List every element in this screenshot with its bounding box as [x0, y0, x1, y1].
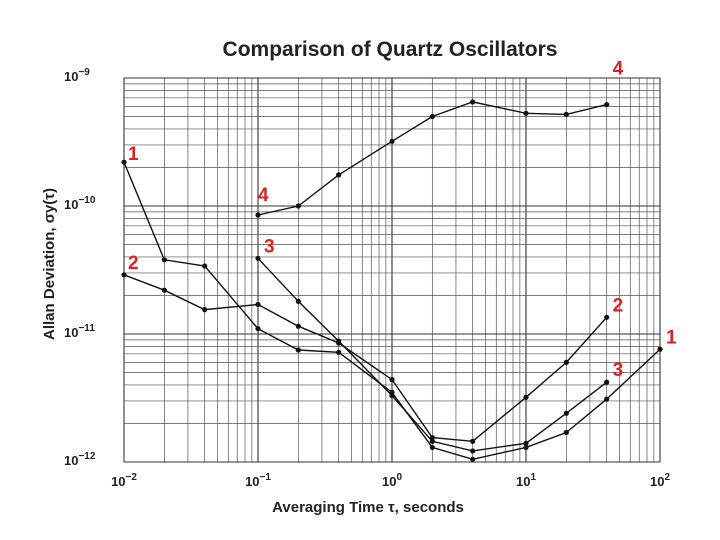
- x-axis-label: Averaging Time τ, seconds: [272, 499, 464, 516]
- data-point: [202, 263, 208, 269]
- x-tick-label: 101: [516, 472, 536, 489]
- series-label: 2: [128, 253, 139, 274]
- data-point: [336, 172, 342, 178]
- y-tick-label: 10−10: [64, 195, 96, 212]
- data-point: [202, 307, 208, 313]
- data-point: [295, 203, 301, 209]
- series-label: 3: [264, 236, 275, 257]
- data-point: [470, 448, 476, 454]
- data-point: [563, 410, 569, 416]
- chart-title: Comparison of Quartz Oscillators: [223, 38, 558, 61]
- series-1: [121, 159, 663, 462]
- data-point: [563, 359, 569, 365]
- data-point: [604, 101, 610, 108]
- data-point: [523, 110, 529, 116]
- series-label: 3: [613, 360, 624, 381]
- data-point: [604, 396, 610, 402]
- grid: [123, 77, 661, 463]
- data-point: [161, 257, 167, 263]
- series-line: [123, 274, 608, 443]
- data-point: [604, 379, 610, 385]
- data-point: [255, 212, 261, 218]
- data-point: [470, 438, 476, 444]
- tick-labels: 10−2 10−1 100 101 102 10−9 10−10 10−11 10−12: [64, 67, 670, 489]
- data-point: [563, 429, 569, 436]
- data-point: [295, 323, 301, 329]
- series-label: 4: [258, 185, 269, 206]
- series-label: 1: [128, 144, 139, 165]
- data-point: [429, 113, 435, 120]
- series-2: [121, 272, 610, 444]
- data-point: [470, 456, 476, 462]
- data-point: [121, 272, 127, 278]
- data-point: [336, 338, 342, 344]
- data-point: [255, 301, 261, 308]
- series-label: 4: [613, 59, 624, 80]
- series-label: 2: [613, 295, 624, 316]
- series-labels: 1 1 2 2 3 3 4 4: [128, 59, 677, 382]
- data-point: [121, 159, 127, 165]
- x-tick-label: 102: [650, 472, 670, 489]
- data-point: [523, 444, 529, 451]
- series-layer: [121, 99, 663, 462]
- data-point: [523, 440, 529, 446]
- data-point: [255, 326, 261, 332]
- series-4: [255, 99, 610, 218]
- data-point: [336, 349, 342, 355]
- x-tick-label: 10−1: [245, 472, 271, 489]
- data-point: [429, 438, 435, 444]
- data-point: [389, 138, 395, 144]
- x-tick-label: 10−2: [111, 472, 137, 489]
- y-axis-label: Allan Deviation, σy(τ): [41, 188, 58, 340]
- y-tick-label: 10−12: [64, 451, 96, 468]
- y-tick-label: 10−11: [64, 323, 95, 340]
- data-point: [389, 377, 395, 383]
- data-point: [657, 346, 663, 352]
- data-point: [161, 287, 167, 293]
- y-tick-label: 10−9: [64, 67, 90, 84]
- data-point: [295, 298, 301, 304]
- data-point: [470, 99, 476, 105]
- x-tick-label: 100: [382, 472, 402, 489]
- data-point: [523, 394, 529, 400]
- data-point: [563, 111, 569, 117]
- series-label: 1: [666, 327, 677, 348]
- data-point: [604, 314, 610, 320]
- data-point: [389, 393, 395, 399]
- data-point: [255, 255, 261, 261]
- data-point: [295, 347, 301, 353]
- data-point: [429, 444, 435, 451]
- series-3: [255, 255, 610, 454]
